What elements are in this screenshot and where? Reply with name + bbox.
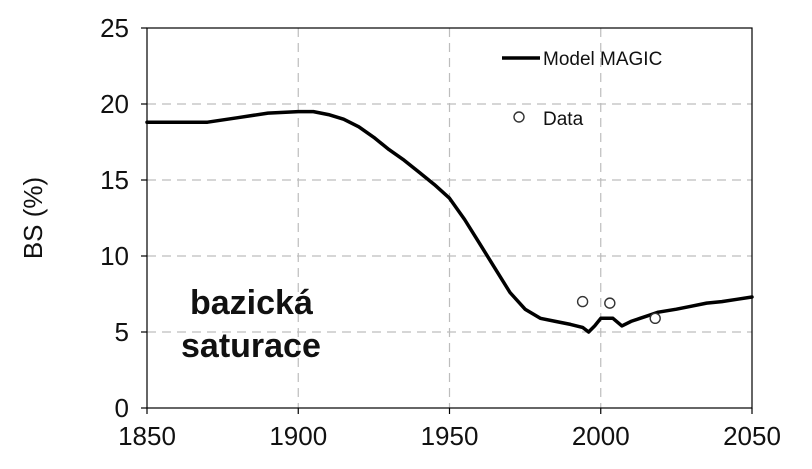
x-axis-ticks: 1850 1900 1950 2000 2050 — [118, 408, 781, 451]
y-tick-label: 15 — [100, 165, 129, 195]
x-tick-label: 1850 — [118, 421, 176, 451]
series-layer — [145, 109, 754, 334]
x-tick-label: 1900 — [269, 421, 327, 451]
legend: Model MAGIC Data — [502, 49, 662, 130]
chart-annotation: bazická saturace — [181, 284, 321, 365]
y-axis-ticks: 0 5 10 15 20 25 — [100, 13, 147, 423]
legend-label-data: Data — [543, 109, 584, 130]
legend-marker-data — [513, 111, 525, 123]
x-tick-label: 1950 — [421, 421, 479, 451]
data-point — [576, 295, 589, 308]
x-tick-label: 2000 — [572, 421, 630, 451]
y-tick-label: 25 — [100, 13, 129, 43]
annotation-line-2: saturace — [181, 327, 321, 365]
y-tick-label: 20 — [100, 89, 129, 119]
y-tick-label: 5 — [115, 317, 129, 347]
grid-lines — [147, 28, 752, 408]
x-tick-label: 2050 — [723, 421, 781, 451]
annotation-line-1: bazická — [190, 284, 313, 322]
y-tick-label: 10 — [100, 241, 129, 271]
data-point — [649, 312, 661, 325]
legend-label-model: Model MAGIC — [543, 49, 662, 70]
y-tick-label: 0 — [115, 393, 129, 423]
y-axis-label: BS (%) — [18, 177, 48, 259]
data-point — [604, 297, 616, 309]
